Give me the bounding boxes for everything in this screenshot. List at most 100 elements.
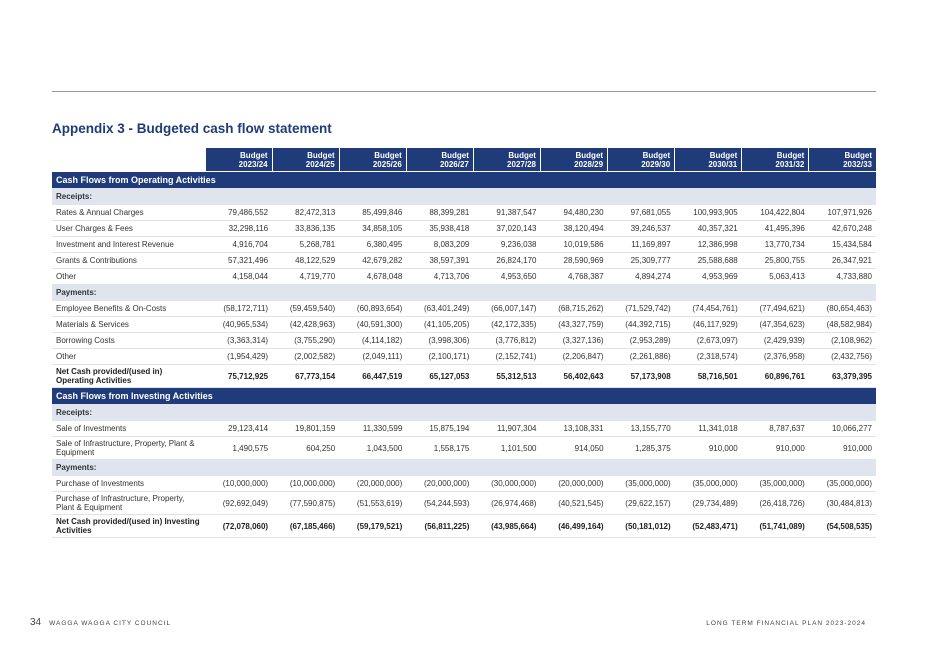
cell-value: (44,392,715) (607, 316, 675, 333)
column-header: Budget 2023/24 (204, 148, 273, 172)
cell-value: (50,181,012) (607, 514, 675, 538)
cell-value: (52,483,471) (674, 514, 742, 538)
organisation: WAGGA WAGGA CITY COUNCIL (49, 620, 172, 627)
cell-value: 35,938,418 (406, 220, 474, 237)
row-label: Cash Flows from Investing Activities (52, 387, 876, 405)
section-row: Cash Flows from Operating Activities (52, 171, 876, 189)
cell-value: 19,801,159 (272, 420, 340, 437)
cell-value: 11,169,897 (607, 236, 675, 253)
data-row: Purchase of Investments (10,000,000) (10,0… (52, 475, 876, 492)
cell-value: (1,954,429) (205, 348, 273, 365)
cell-value: 48,122,529 (272, 252, 340, 269)
cell-value: 25,800,755 (741, 252, 809, 269)
cash-flow-table: Budget 2023/24 Budget 2024/25 Budget 2025/26 B… (52, 148, 876, 538)
cell-value: (42,428,963) (272, 316, 340, 333)
cell-value: 25,309,777 (607, 252, 675, 269)
row-label: Grants & Contributions (52, 252, 205, 269)
column-header: Budget 2025/26 (338, 148, 407, 172)
column-header: Budget 2024/25 (271, 148, 340, 172)
cell-value: 26,824,170 (473, 252, 541, 269)
header-line: 2031/32 (775, 159, 805, 169)
cell-value: 28,590,969 (540, 252, 608, 269)
cell-value: 34,858,105 (339, 220, 407, 237)
column-header: Budget 2031/32 (741, 148, 809, 172)
header-line: 2024/25 (305, 159, 335, 169)
row-label: Net Cash provided/(used in) Investing Ac… (52, 514, 205, 538)
header-line: 2032/33 (843, 159, 872, 169)
cell-value: 32,298,116 (205, 220, 273, 237)
cell-value: 1,285,375 (607, 436, 675, 460)
data-row: User Charges & Fees 32,298,116 33,836,135 3… (52, 220, 876, 237)
section-row: Cash Flows from Investing Activities (52, 387, 876, 405)
cell-value: 58,716,501 (674, 364, 742, 388)
cell-value: 910,000 (674, 436, 742, 460)
data-row: Materials & Services (40,965,534) (42,428,… (52, 316, 876, 333)
cell-value: (2,429,939) (741, 332, 809, 349)
group-row: Payments: (52, 284, 876, 301)
cell-value: (41,105,205) (406, 316, 474, 333)
cell-value: (66,007,147) (473, 300, 541, 317)
header-line: 2025/26 (372, 159, 402, 169)
row-label: Other (52, 348, 205, 365)
cell-value: (51,553,619) (339, 491, 407, 515)
cell-value: (77,494,621) (741, 300, 809, 317)
cell-value: 1,490,575 (205, 436, 273, 460)
cell-value: (35,000,000) (808, 475, 876, 492)
header-blank (52, 148, 205, 172)
cell-value: 38,120,494 (540, 220, 608, 237)
header-line: Budget (307, 150, 335, 160)
cell-value: (35,000,000) (607, 475, 675, 492)
cell-value: (60,893,654) (339, 300, 407, 317)
cell-value: 10,066,277 (808, 420, 876, 437)
row-label: Receipts: (52, 188, 876, 205)
data-row: Grants & Contributions 57,321,496 48,122,5… (52, 252, 876, 269)
column-header: Budget 2029/30 (607, 148, 675, 172)
data-row: Other 4,158,044 4,719,770 4,678,048 4,713,70… (52, 268, 876, 285)
cell-value: 15,434,584 (808, 236, 876, 253)
data-row: Employee Benefits & On-Costs (58,172,711)… (52, 300, 876, 317)
cell-value: (3,327,136) (540, 332, 608, 349)
cell-value: 75,712,925 (205, 364, 273, 388)
cell-value: 13,155,770 (607, 420, 675, 437)
cell-value: (47,354,623) (741, 316, 809, 333)
row-label: Sale of Investments (52, 420, 205, 437)
cell-value: (30,484,813) (808, 491, 876, 515)
cell-value: (80,654,463) (808, 300, 876, 317)
cell-value: 42,670,248 (808, 220, 876, 237)
cell-value: (2,376,958) (741, 348, 809, 365)
row-label: Purchase of Investments (52, 475, 205, 492)
cell-value: 39,246,537 (607, 220, 675, 237)
cell-value: 4,733,880 (808, 268, 876, 285)
row-label: Sale of Infrastructure, Property, Plant … (52, 436, 205, 460)
cell-value: 1,558,175 (406, 436, 474, 460)
cell-value: 65,127,053 (406, 364, 474, 388)
cell-value: (59,179,521) (339, 514, 407, 538)
header-line: Budget (575, 150, 604, 160)
cell-value: (42,172,335) (473, 316, 541, 333)
cell-value: (2,100,171) (406, 348, 474, 365)
cell-value: 42,679,282 (339, 252, 407, 269)
cell-value: 11,341,018 (674, 420, 742, 437)
cell-value: 57,173,908 (607, 364, 675, 388)
row-label: User Charges & Fees (52, 220, 205, 237)
cell-value: 604,250 (272, 436, 340, 460)
group-row: Receipts: (52, 404, 876, 421)
cell-value: (3,363,314) (205, 332, 273, 349)
column-header: Budget 2030/31 (674, 148, 742, 172)
data-row: Purchase of Infrastructure, Property, Pl… (52, 491, 876, 515)
header-line: Budget (709, 150, 738, 160)
cell-value: (43,327,759) (540, 316, 608, 333)
row-label: Payments: (52, 459, 876, 476)
cell-value: 13,108,331 (540, 420, 608, 437)
cell-value: (68,715,262) (540, 300, 608, 317)
cell-value: (35,000,000) (741, 475, 809, 492)
cell-value: 82,472,313 (272, 204, 340, 221)
cell-value: 4,894,274 (607, 268, 675, 285)
row-label: Receipts: (52, 404, 876, 421)
top-rule (52, 91, 876, 92)
cell-value: (35,000,000) (674, 475, 742, 492)
cell-value: 57,321,496 (205, 252, 273, 269)
header-line: Budget (441, 150, 469, 160)
cell-value: (2,049,111) (339, 348, 407, 365)
cell-value: 79,486,552 (205, 204, 273, 221)
